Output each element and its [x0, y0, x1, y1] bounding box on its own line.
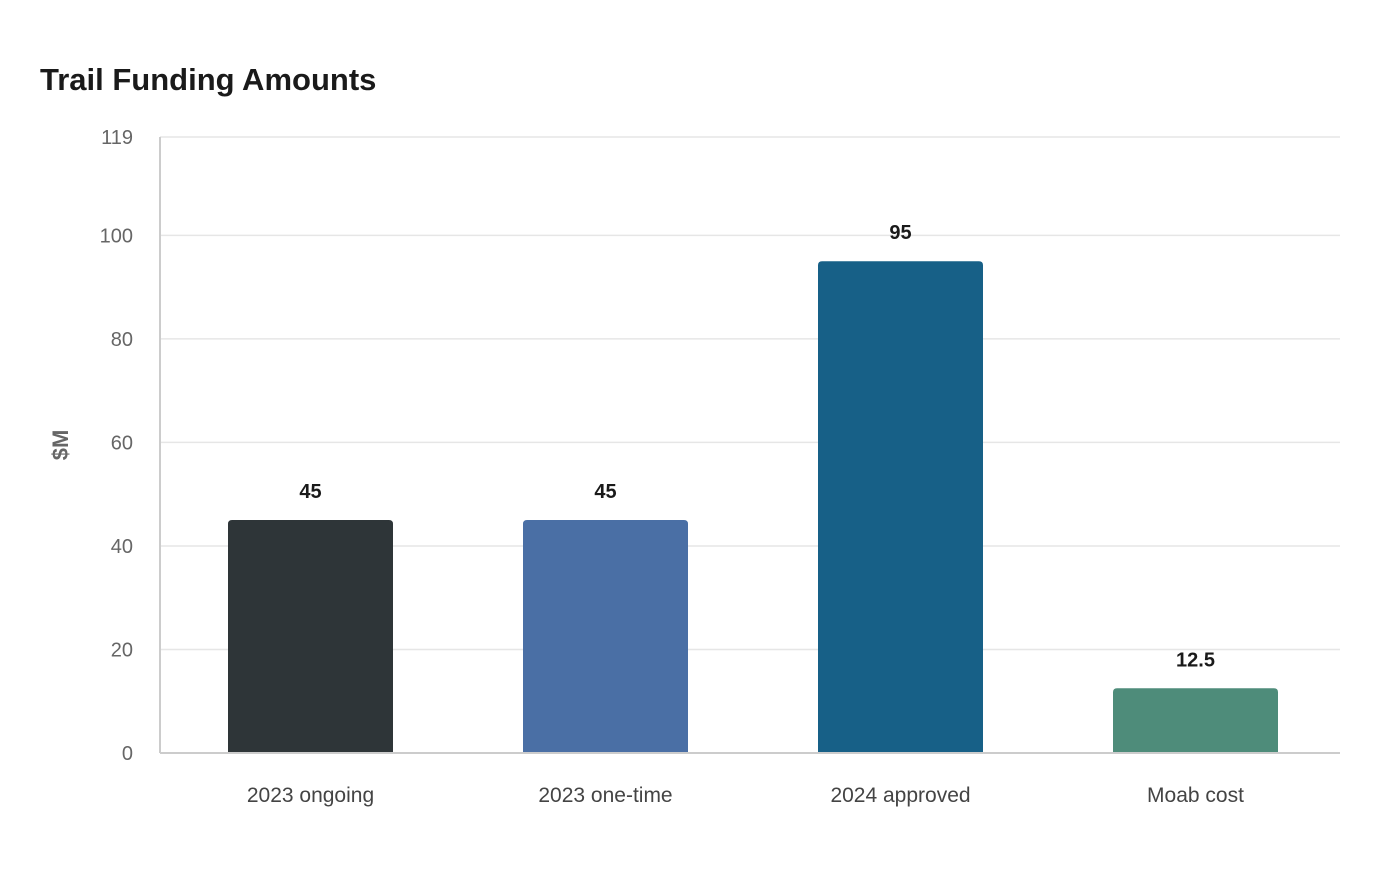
x-axis-labels: 2023 ongoing 2023 one-time 2024 approved Mo…: [247, 784, 1244, 807]
bar-value-label: 12.5: [1176, 649, 1215, 671]
bar: [228, 520, 393, 753]
bars: [228, 261, 1278, 753]
bar-value-label: 45: [299, 481, 321, 503]
x-tick-label: 2023 one-time: [538, 784, 672, 807]
bar-value-label: 45: [594, 481, 616, 503]
y-tick-label: 119: [101, 127, 133, 149]
y-axis-title: $M: [48, 430, 73, 461]
y-tick-label: 60: [111, 432, 133, 454]
bar: [523, 520, 688, 753]
y-tick-label: 40: [111, 536, 133, 558]
bar: [1113, 688, 1278, 753]
bar-value-label: 95: [889, 222, 911, 244]
y-tick-label: 20: [111, 639, 133, 661]
y-axis-ticks: 0 20 40 60 80 100 119: [100, 127, 133, 765]
value-labels: 45 45 95 12.5: [299, 222, 1215, 671]
x-tick-label: Moab cost: [1147, 784, 1244, 807]
bar: [818, 261, 983, 753]
x-tick-label: 2023 ongoing: [247, 784, 374, 807]
x-tick-label: 2024 approved: [830, 784, 970, 807]
y-tick-label: 100: [100, 225, 133, 247]
chart-title: Trail Funding Amounts: [40, 62, 376, 97]
y-tick-label: 80: [111, 329, 133, 351]
y-tick-label: 0: [122, 743, 133, 765]
